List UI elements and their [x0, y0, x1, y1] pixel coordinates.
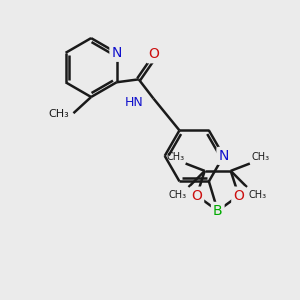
Text: O: O	[148, 47, 159, 61]
Text: O: O	[191, 189, 202, 202]
Text: O: O	[233, 189, 244, 202]
Text: HN: HN	[124, 96, 143, 110]
Text: CH₃: CH₃	[169, 190, 187, 200]
Text: CH₃: CH₃	[166, 152, 184, 162]
Text: N: N	[111, 46, 122, 60]
Text: B: B	[213, 204, 223, 218]
Text: CH₃: CH₃	[251, 152, 269, 162]
Text: CH₃: CH₃	[48, 109, 69, 119]
Text: CH₃: CH₃	[248, 190, 266, 200]
Text: N: N	[218, 149, 229, 163]
